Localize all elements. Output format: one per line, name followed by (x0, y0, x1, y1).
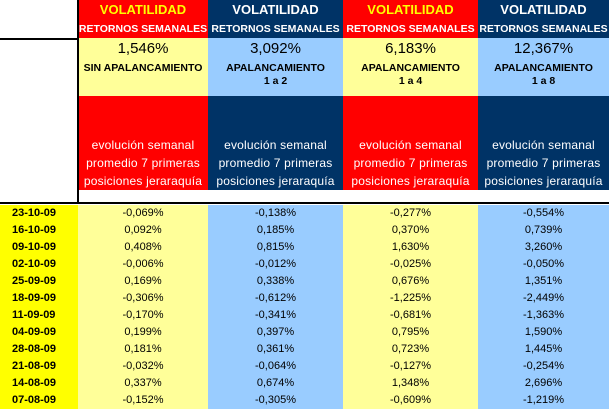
table-row: 23-10-09 -0,069% -0,138% -0,277% -0,554% (0, 205, 609, 222)
row-value-col3: 1,348% (343, 375, 478, 392)
row-value-col3: -1,225% (343, 290, 478, 307)
row-value-col3: 0,723% (343, 341, 478, 358)
col3-subtitle: RETORNOS SEMANALES (343, 20, 478, 38)
row-value-col3: 0,795% (343, 324, 478, 341)
row-value-col3: 1,630% (343, 239, 478, 256)
table-row: 04-09-09 0,199% 0,397% 0,795% 1,590% (0, 324, 609, 341)
row-value-col2: 0,397% (208, 324, 343, 341)
row-value-col4: -0,254% (478, 358, 609, 375)
row-value-col1: 0,169% (78, 273, 208, 290)
table-row: 09-10-09 0,408% 0,815% 1,630% 3,260% (0, 239, 609, 256)
row-value-col2: -0,064% (208, 358, 343, 375)
row-value-col2: -0,305% (208, 392, 343, 409)
col2-percent: 3,092% (208, 38, 343, 60)
row-date: 02-10-09 (0, 256, 78, 273)
row-value-col4: 0,739% (478, 222, 609, 239)
col4-title: VOLATILIDAD (478, 0, 609, 20)
row-value-col3: -0,681% (343, 307, 478, 324)
table-row: 07-08-09 -0,152% -0,305% -0,609% -1,219% (0, 392, 609, 409)
row-date: 16-10-09 (0, 222, 78, 239)
col2-subtitle: RETORNOS SEMANALES (208, 20, 343, 38)
row-value-col2: -0,612% (208, 290, 343, 307)
row-value-col1: -0,069% (78, 205, 208, 222)
row-value-col2: 0,361% (208, 341, 343, 358)
col1-evolution: evolución semanal promedio 7 primeras po… (78, 96, 208, 190)
table-row: 14-08-09 0,337% 0,674% 1,348% 2,696% (0, 375, 609, 392)
table-row: 25-09-09 0,169% 0,338% 0,676% 1,351% (0, 273, 609, 290)
row-value-col1: 0,337% (78, 375, 208, 392)
row-value-col2: -0,138% (208, 205, 343, 222)
col1-leverage: SIN APALANCAMIENTO (78, 60, 208, 96)
col2-leverage: APALANCAMIENTO 1 a 2 (208, 60, 343, 96)
table-row: 21-08-09 -0,032% -0,064% -0,127% -0,254% (0, 358, 609, 375)
col3-title: VOLATILIDAD (343, 0, 478, 20)
row-value-col2: -0,341% (208, 307, 343, 324)
row-date: 09-10-09 (0, 239, 78, 256)
row-date: 23-10-09 (0, 205, 78, 222)
col4-evolution: evolución semanal promedio 7 primeras po… (478, 96, 609, 190)
row-value-col4: -1,363% (478, 307, 609, 324)
row-value-col4: -2,449% (478, 290, 609, 307)
row-value-col4: 2,696% (478, 375, 609, 392)
col1-percent: 1,546% (78, 38, 208, 60)
row-value-col3: 0,370% (343, 222, 478, 239)
row-date: 25-09-09 (0, 273, 78, 290)
row-value-col1: -0,032% (78, 358, 208, 375)
row-date: 04-09-09 (0, 324, 78, 341)
table-row: 28-08-09 0,181% 0,361% 0,723% 1,445% (0, 341, 609, 358)
header-divider-line (0, 38, 78, 40)
col4-leverage: APALANCAMIENTO 1 a 8 (478, 60, 609, 96)
col2-evolution: evolución semanal promedio 7 primeras po… (208, 96, 343, 190)
row-value-col1: -0,006% (78, 256, 208, 273)
table-row: 18-09-09 -0,306% -0,612% -1,225% -2,449% (0, 290, 609, 307)
row-value-col1: -0,152% (78, 392, 208, 409)
date-column-border (77, 0, 79, 204)
row-value-col1: 0,199% (78, 324, 208, 341)
col3-leverage: APALANCAMIENTO 1 a 4 (343, 60, 478, 96)
row-date: 07-08-09 (0, 392, 78, 409)
row-value-col2: 0,674% (208, 375, 343, 392)
col3-percent: 6,183% (343, 38, 478, 60)
table-row: 11-09-09 -0,170% -0,341% -0,681% -1,363% (0, 307, 609, 324)
row-date: 21-08-09 (0, 358, 78, 375)
row-value-col3: -0,025% (343, 256, 478, 273)
row-value-col1: 0,181% (78, 341, 208, 358)
table-row: 16-10-09 0,092% 0,185% 0,370% 0,739% (0, 222, 609, 239)
row-value-col2: 0,815% (208, 239, 343, 256)
col4-subtitle: RETORNOS SEMANALES (478, 20, 609, 38)
col1-title: VOLATILIDAD (78, 0, 208, 20)
row-value-col1: -0,306% (78, 290, 208, 307)
row-value-col4: 1,445% (478, 341, 609, 358)
row-value-col2: -0,012% (208, 256, 343, 273)
col3-evolution: evolución semanal promedio 7 primeras po… (343, 96, 478, 190)
col2-title: VOLATILIDAD (208, 0, 343, 20)
row-value-col3: -0,277% (343, 205, 478, 222)
row-value-col4: 1,590% (478, 324, 609, 341)
row-value-col2: 0,185% (208, 222, 343, 239)
row-date: 28-08-09 (0, 341, 78, 358)
row-date: 11-09-09 (0, 307, 78, 324)
row-value-col3: -0,127% (343, 358, 478, 375)
col1-subtitle: RETORNOS SEMANALES (78, 20, 208, 38)
row-value-col3: -0,609% (343, 392, 478, 409)
row-value-col4: -0,050% (478, 256, 609, 273)
row-value-col4: 3,260% (478, 239, 609, 256)
col4-percent: 12,367% (478, 38, 609, 60)
row-date: 14-08-09 (0, 375, 78, 392)
row-value-col3: 0,676% (343, 273, 478, 290)
row-value-col4: -0,554% (478, 205, 609, 222)
row-value-col4: 1,351% (478, 273, 609, 290)
row-value-col4: -1,219% (478, 392, 609, 409)
row-value-col2: 0,338% (208, 273, 343, 290)
row-value-col1: 0,092% (78, 222, 208, 239)
table-row: 02-10-09 -0,006% -0,012% -0,025% -0,050% (0, 256, 609, 273)
row-date: 18-09-09 (0, 290, 78, 307)
table-top-border (0, 202, 609, 204)
row-value-col1: -0,170% (78, 307, 208, 324)
row-value-col1: 0,408% (78, 239, 208, 256)
